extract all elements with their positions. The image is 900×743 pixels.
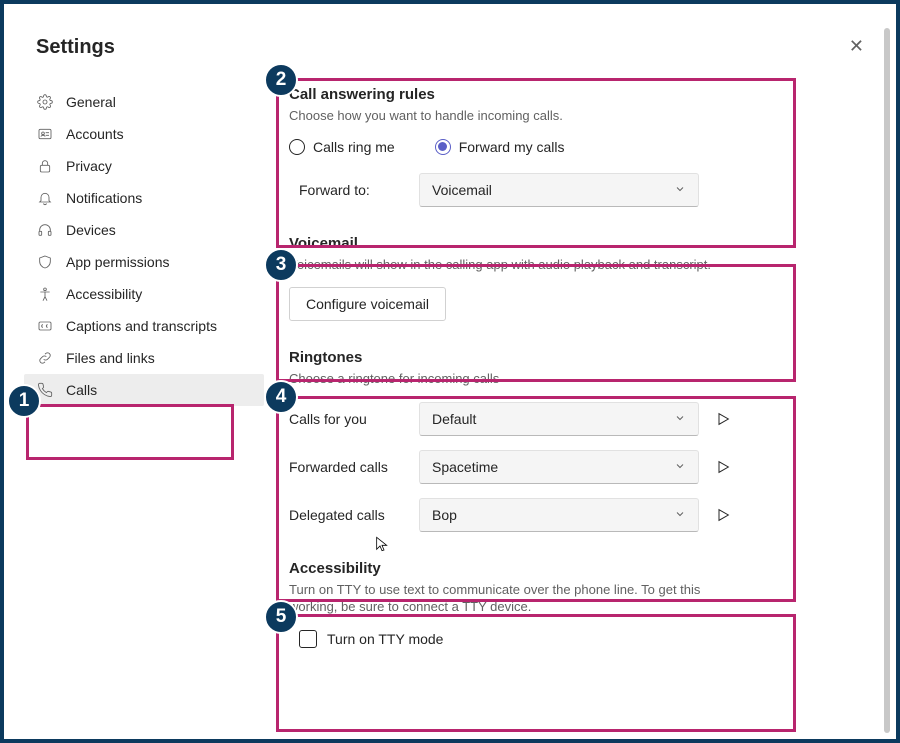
sidebar-item-files[interactable]: Files and links xyxy=(24,342,264,374)
configure-voicemail-button[interactable]: Configure voicemail xyxy=(289,287,446,321)
section-voicemail: Voicemail Voicemails will show in the ca… xyxy=(289,235,809,322)
sidebar: General Accounts Privacy Notifications D… xyxy=(24,86,264,406)
main-content: Call answering rules Choose how you want… xyxy=(289,86,809,676)
section-call-rules: Call answering rules Choose how you want… xyxy=(289,86,809,207)
forward-to-row: Forward to: Voicemail xyxy=(289,173,809,207)
select-value: Spacetime xyxy=(432,459,498,475)
ringtone-label: Calls for you xyxy=(289,411,419,427)
section-accessibility: Accessibility Turn on TTY to use text to… xyxy=(289,560,809,648)
window-frame: Settings ✕ General Accounts Privacy xyxy=(0,0,900,743)
select-value: Voicemail xyxy=(432,182,492,198)
ringtone-row-calls-for-you: Calls for you Default xyxy=(289,402,809,436)
accessibility-title: Accessibility xyxy=(289,560,809,577)
annotation-badge: 5 xyxy=(264,600,298,634)
ringtone-row-delegated: Delegated calls Bop xyxy=(289,498,809,532)
annotation-box xyxy=(26,404,234,460)
ringtone-select-forwarded[interactable]: Spacetime xyxy=(419,450,699,484)
sidebar-item-calls[interactable]: Calls xyxy=(24,374,264,406)
checkbox-label: Turn on TTY mode xyxy=(327,631,443,647)
call-rules-desc: Choose how you want to handle incoming c… xyxy=(289,107,809,125)
forward-to-select[interactable]: Voicemail xyxy=(419,173,699,207)
play-button[interactable] xyxy=(715,411,731,427)
voicemail-title: Voicemail xyxy=(289,235,809,252)
ringtones-title: Ringtones xyxy=(289,349,809,366)
annotation-badge: 1 xyxy=(7,384,41,418)
sidebar-item-label: Devices xyxy=(66,222,116,238)
sidebar-item-label: Privacy xyxy=(66,158,112,174)
close-icon[interactable]: ✕ xyxy=(845,32,868,61)
scrollbar[interactable] xyxy=(884,28,890,733)
sidebar-item-label: Accessibility xyxy=(66,286,142,302)
sidebar-item-label: Accounts xyxy=(66,126,124,142)
gear-icon xyxy=(36,93,54,111)
select-value: Bop xyxy=(432,507,457,523)
id-card-icon xyxy=(36,125,54,143)
sidebar-item-label: Files and links xyxy=(66,350,155,366)
shield-icon xyxy=(36,253,54,271)
sidebar-item-label: App permissions xyxy=(66,254,170,270)
chevron-down-icon xyxy=(674,182,686,198)
sidebar-item-notifications[interactable]: Notifications xyxy=(24,182,264,214)
radio-icon xyxy=(435,139,451,155)
play-button[interactable] xyxy=(715,507,731,523)
sidebar-item-devices[interactable]: Devices xyxy=(24,214,264,246)
radio-icon xyxy=(289,139,305,155)
cc-icon xyxy=(36,317,54,335)
sidebar-item-accounts[interactable]: Accounts xyxy=(24,118,264,150)
link-icon xyxy=(36,349,54,367)
sidebar-item-captions[interactable]: Captions and transcripts xyxy=(24,310,264,342)
call-rules-title: Call answering rules xyxy=(289,86,809,103)
ringtone-label: Delegated calls xyxy=(289,507,419,523)
sidebar-item-label: Notifications xyxy=(66,190,142,206)
radio-label: Calls ring me xyxy=(313,139,395,155)
call-rules-radios: Calls ring me Forward my calls xyxy=(289,139,809,155)
cursor-icon xyxy=(374,534,388,552)
ringtone-select-calls-for-you[interactable]: Default xyxy=(419,402,699,436)
sidebar-item-label: General xyxy=(66,94,116,110)
sidebar-item-app-permissions[interactable]: App permissions xyxy=(24,246,264,278)
select-value: Default xyxy=(432,411,476,427)
ringtones-desc: Choose a ringtone for incoming calls xyxy=(289,370,809,388)
lock-icon xyxy=(36,157,54,175)
radio-label: Forward my calls xyxy=(459,139,565,155)
tty-checkbox-row[interactable]: Turn on TTY mode xyxy=(289,630,809,648)
section-ringtones: Ringtones Choose a ringtone for incoming… xyxy=(289,349,809,532)
forward-to-label: Forward to: xyxy=(289,182,419,198)
ringtone-row-forwarded: Forwarded calls Spacetime xyxy=(289,450,809,484)
radio-calls-ring-me[interactable]: Calls ring me xyxy=(289,139,395,155)
sidebar-item-privacy[interactable]: Privacy xyxy=(24,150,264,182)
voicemail-desc: Voicemails will show in the calling app … xyxy=(289,256,809,274)
play-button[interactable] xyxy=(715,459,731,475)
annotation-badge: 4 xyxy=(264,380,298,414)
annotation-badge: 2 xyxy=(264,63,298,97)
chevron-down-icon xyxy=(674,411,686,427)
annotation-badge: 3 xyxy=(264,248,298,282)
sidebar-item-accessibility[interactable]: Accessibility xyxy=(24,278,264,310)
sidebar-item-label: Calls xyxy=(66,382,97,398)
sidebar-item-label: Captions and transcripts xyxy=(66,318,217,334)
accessibility-desc: Turn on TTY to use text to communicate o… xyxy=(289,581,729,616)
chevron-down-icon xyxy=(674,459,686,475)
page-title: Settings xyxy=(36,36,115,59)
radio-forward-my-calls[interactable]: Forward my calls xyxy=(435,139,565,155)
sidebar-item-general[interactable]: General xyxy=(24,86,264,118)
chevron-down-icon xyxy=(674,507,686,523)
headset-icon xyxy=(36,221,54,239)
person-icon xyxy=(36,285,54,303)
ringtone-label: Forwarded calls xyxy=(289,459,419,475)
checkbox-icon xyxy=(299,630,317,648)
ringtone-select-delegated[interactable]: Bop xyxy=(419,498,699,532)
bell-icon xyxy=(36,189,54,207)
